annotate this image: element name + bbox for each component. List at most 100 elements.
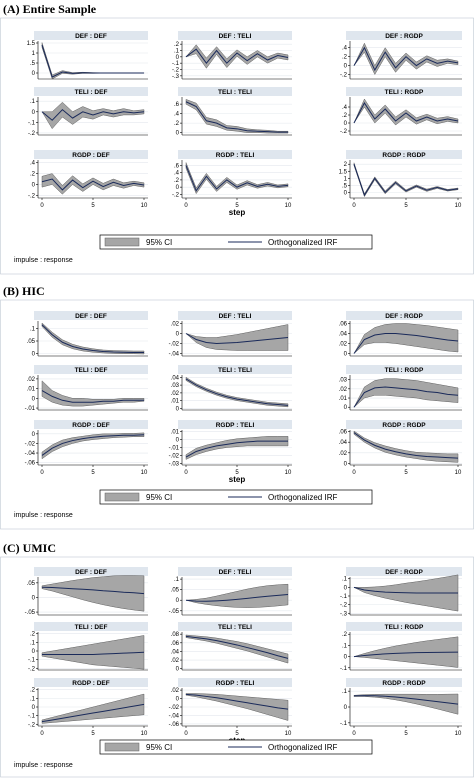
- x-tick-label: 5: [404, 731, 408, 737]
- panel-label: TELI : DEF: [75, 89, 108, 96]
- y-tick-label: .4: [30, 161, 36, 167]
- irf-line: [41, 324, 144, 353]
- y-tick-label: .02: [339, 342, 348, 348]
- panel-label: TELI : RGDP: [385, 89, 424, 96]
- y-tick-label: 0: [344, 190, 348, 196]
- chart-section-3: (C) UMIC DEF : DEF -.05 0 .05 DEF : TELI -.05 0…: [0, 541, 474, 778]
- irf-panel: RGDP : RGDP 0 .02 .04 .06 0 5 10: [339, 420, 462, 476]
- y-tick-label: 0: [32, 396, 36, 402]
- irf-panel: RGDP : TELI -.03 -.02-.01 0 .01 0 5 10: [169, 420, 292, 476]
- irf-line: [41, 178, 145, 191]
- y-tick-label: 1: [32, 51, 36, 57]
- y-tick-label: .1: [30, 696, 36, 702]
- irf-line: [185, 165, 289, 192]
- panel-strip: [34, 678, 148, 687]
- y-tick-label: -.05: [169, 609, 180, 615]
- y-tick-label: 0: [344, 705, 348, 711]
- y-tick-label: .06: [339, 322, 348, 328]
- y-tick-label: 0: [176, 406, 180, 412]
- y-tick-label: .04: [171, 375, 180, 381]
- ci-band: [185, 693, 289, 721]
- plot-area: [182, 160, 292, 198]
- ci-band: [185, 99, 289, 134]
- panel-label: DEF : DEF: [75, 313, 107, 320]
- x-tick-label: 5: [404, 203, 408, 209]
- irf-panel: TELI : RGDP 0 .01 .02 .03: [339, 365, 462, 411]
- y-tick-label: -.05: [25, 610, 36, 616]
- y-tick-label: .06: [339, 430, 348, 436]
- y-tick-label: -.2: [172, 68, 180, 74]
- irf-panel: TELI : RGDP -.1 0 .1 .2: [340, 622, 462, 672]
- plot-area: [182, 41, 292, 79]
- y-tick-label: 0: [344, 585, 348, 591]
- x-tick-label: 5: [91, 731, 95, 737]
- panel-label: TELI : TELI: [218, 367, 252, 374]
- y-tick-label: .08: [171, 632, 180, 638]
- y-tick-label: .04: [339, 332, 348, 338]
- y-tick-label: -.2: [340, 73, 348, 79]
- irf-panel: RGDP : RGDP -.1 0 .1 0 5 10: [340, 678, 462, 737]
- y-tick-label: .02: [339, 387, 348, 393]
- irf-line: [185, 693, 289, 710]
- y-tick-label: 0: [176, 598, 180, 604]
- panel-strip: [346, 150, 462, 159]
- x-tick-label: 0: [184, 731, 188, 737]
- irf-line: [185, 378, 289, 406]
- panel-label: RGDP : TELI: [216, 680, 255, 687]
- irf-panel: DEF : RGDP -.2 0 .2 .4: [340, 31, 462, 80]
- y-tick-label: -.1: [172, 61, 180, 67]
- x-tick-label: 10: [141, 731, 148, 737]
- irf-line: [353, 102, 459, 124]
- y-tick-label: .1: [342, 643, 348, 649]
- y-tick-label: 0: [176, 185, 180, 191]
- y-tick-label: .2: [174, 121, 180, 127]
- x-tick-label: 10: [285, 203, 292, 209]
- panel-label: RGDP : RGDP: [382, 422, 426, 429]
- irf-panel: DEF : DEF 0 .5 1 1.5: [27, 31, 148, 80]
- y-tick-label: .2: [342, 632, 348, 638]
- y-tick-label: .2: [174, 42, 180, 48]
- y-tick-label: -.1: [28, 714, 36, 720]
- ci-band: [41, 432, 145, 460]
- x-tick-label: 10: [285, 731, 292, 737]
- y-tick-label: -.01: [169, 446, 180, 452]
- x-tick-label: 10: [141, 470, 148, 476]
- x-tick-label: 10: [285, 470, 292, 476]
- x-tick-label: 0: [352, 731, 356, 737]
- irf-line: [185, 48, 289, 64]
- irf-panel: DEF : TELI -.3-.2-.10.1.2: [172, 31, 292, 80]
- y-tick-label: .4: [342, 46, 348, 52]
- y-tick-label: -.06: [169, 722, 180, 728]
- y-tick-label: .4: [174, 171, 180, 177]
- y-tick-label: 0: [32, 352, 36, 358]
- y-tick-label: -.1: [340, 594, 348, 600]
- y-tick-label: 1.5: [339, 169, 348, 175]
- y-tick-label: .2: [30, 688, 36, 694]
- legend: 95% CI Orthogonalized IRF: [99, 234, 373, 250]
- y-tick-label: 1: [344, 176, 348, 182]
- irf-panel: RGDP : DEF -.2 0 .2 .4 0 5 10: [28, 150, 148, 209]
- panel-strip: [178, 150, 292, 159]
- legend-irf-label: Orthogonalized IRF: [268, 493, 337, 502]
- y-tick-label: -.1: [28, 120, 36, 126]
- x-tick-label: 5: [91, 203, 95, 209]
- y-tick-label: 0: [176, 131, 180, 137]
- y-tick-label: -.03: [169, 461, 180, 467]
- y-tick-label: 0: [176, 697, 180, 703]
- panel-label: RGDP : TELI: [216, 422, 255, 429]
- y-tick-label: .01: [339, 396, 348, 402]
- panel-label: TELI : TELI: [218, 624, 252, 631]
- y-tick-label: .1: [30, 327, 36, 333]
- y-tick-label: 0: [32, 182, 36, 188]
- panel-label: TELI : RGDP: [385, 624, 424, 631]
- irf-line: [41, 586, 145, 595]
- x-tick-label: 0: [352, 470, 356, 476]
- ci-band: [185, 436, 289, 460]
- y-tick-label: .1: [342, 689, 348, 695]
- panel-label: RGDP : TELI: [216, 152, 255, 159]
- panel-strip: [346, 622, 462, 631]
- x-tick-label: 5: [91, 470, 95, 476]
- y-tick-label: -.2: [340, 129, 348, 135]
